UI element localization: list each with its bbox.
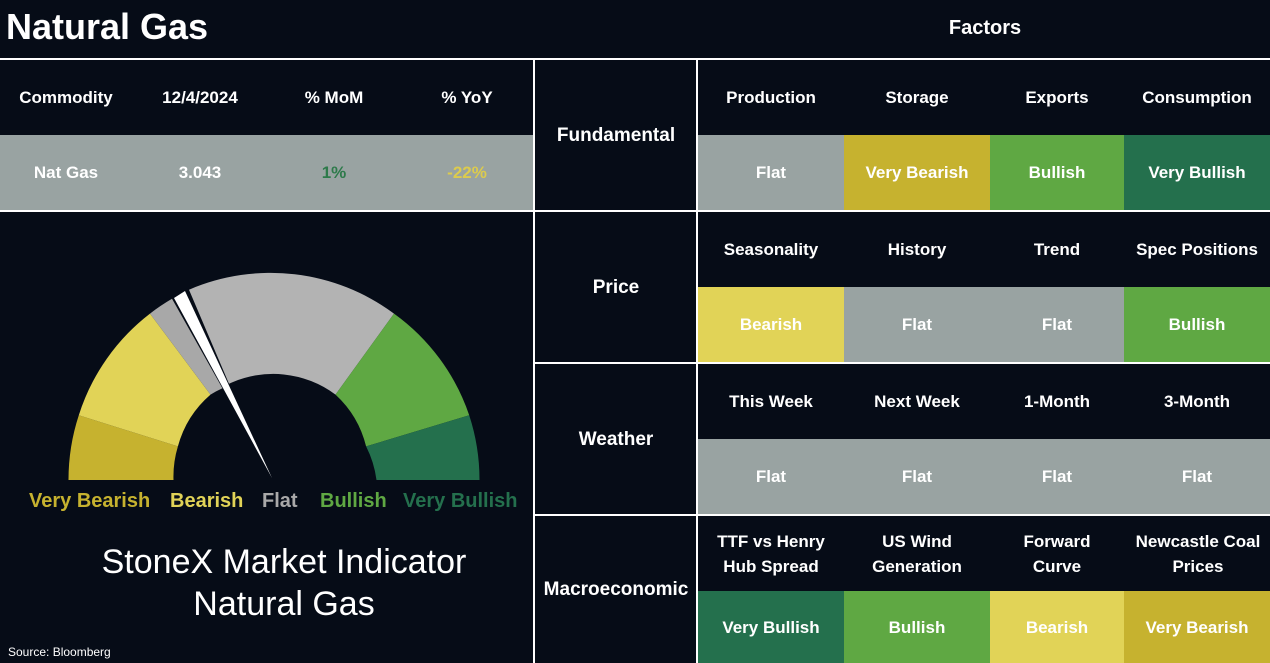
yoy-header: % YoY [441,88,493,107]
factor-label-seasonality: Seasonality [723,240,819,259]
gauge-needle [174,291,272,478]
factor-value-production: Flat [698,135,844,210]
divider-top [0,58,1270,60]
factor-label-ttf-spread: TTF vs Henry Hub Spread [717,531,825,576]
category-macroeconomic: Macroeconomic [543,579,689,600]
category-price: Price [592,276,640,298]
divider-left-table [0,210,534,212]
page-title: Natural Gas [6,6,209,47]
factor-label-forward-curve: Forward Curve [1023,531,1091,576]
factors-title: Factors [948,17,1022,39]
commodity-name: Nat Gas [33,163,99,182]
factor-value-history: Flat [844,287,990,362]
gauge-label-bullish: Bullish [320,490,387,512]
divider-row-1 [534,210,1270,212]
source-note: Source: Bloomberg [8,645,111,659]
gauge-segment-bullish [335,313,470,447]
factor-value-forward-curve: Bearish [990,591,1124,663]
factor-label-production: Production [726,88,816,107]
commodity-price: 3.043 [178,163,222,182]
factor-value-trend: Flat [990,287,1124,362]
factor-value-us-wind: Bullish [844,591,990,663]
gauge-label-bearish: Bearish [170,490,244,512]
gauge-segment-bearish [78,313,211,447]
sentiment-gauge [68,272,480,480]
factor-value-consumption: Very Bullish [1124,135,1270,210]
indicator-title-line1: StoneX Market Indicator [101,543,467,581]
commodity-row [0,135,534,210]
divider-vertical-right [696,58,698,663]
factor-label-3-month: 3-Month [1163,392,1231,411]
factor-label-storage: Storage [885,88,949,107]
factor-label-next-week: Next Week [874,392,960,411]
factor-label-newcastle-coal: Newcastle Coal Prices [1135,531,1261,576]
factor-label-trend: Trend [1033,240,1081,259]
divider-row-3 [534,514,1270,516]
factor-value-spec-positions: Bullish [1124,287,1270,362]
gauge-segment-flat-low [150,298,223,395]
factor-label-spec-positions: Spec Positions [1136,240,1258,259]
date-header: 12/4/2024 [162,88,238,107]
gauge-label-very-bullish: Very Bullish [403,490,518,512]
gauge-segment-flat [189,272,394,395]
category-fundamental: Fundamental [556,124,676,146]
gauge-segment-very-bullish [366,415,480,480]
factor-label-1-month: 1-Month [1023,392,1091,411]
factor-label-history: History [887,240,947,259]
factor-value-this-week: Flat [698,439,844,514]
factor-label-exports: Exports [1025,88,1089,107]
factor-value-next-week: Flat [844,439,990,514]
factor-value-ttf-spread: Very Bullish [698,591,844,663]
mom-header: % MoM [304,88,364,107]
factor-value-exports: Bullish [990,135,1124,210]
factor-label-us-wind: US Wind Generation [872,531,962,576]
category-weather: Weather [578,428,654,450]
factor-value-storage: Very Bearish [844,135,990,210]
divider-row-2 [534,362,1270,364]
factor-value-1-month: Flat [990,439,1124,514]
commodity-yoy: -22% [447,163,487,182]
factor-label-consumption: Consumption [1142,88,1252,107]
gauge-label-flat: Flat [262,490,298,512]
factor-value-seasonality: Bearish [698,287,844,362]
indicator-title-line2: Natural Gas [193,585,375,623]
gauge-segment-very-bearish [68,415,178,480]
factor-value-newcastle-coal: Very Bearish [1124,591,1270,663]
commodity-mom: 1% [321,163,347,182]
gauge-label-very-bearish: Very Bearish [29,490,151,512]
divider-vertical-left [533,58,535,663]
commodity-header: Commodity [19,88,113,107]
factor-value-3-month: Flat [1124,439,1270,514]
factor-label-this-week: This Week [729,392,813,411]
